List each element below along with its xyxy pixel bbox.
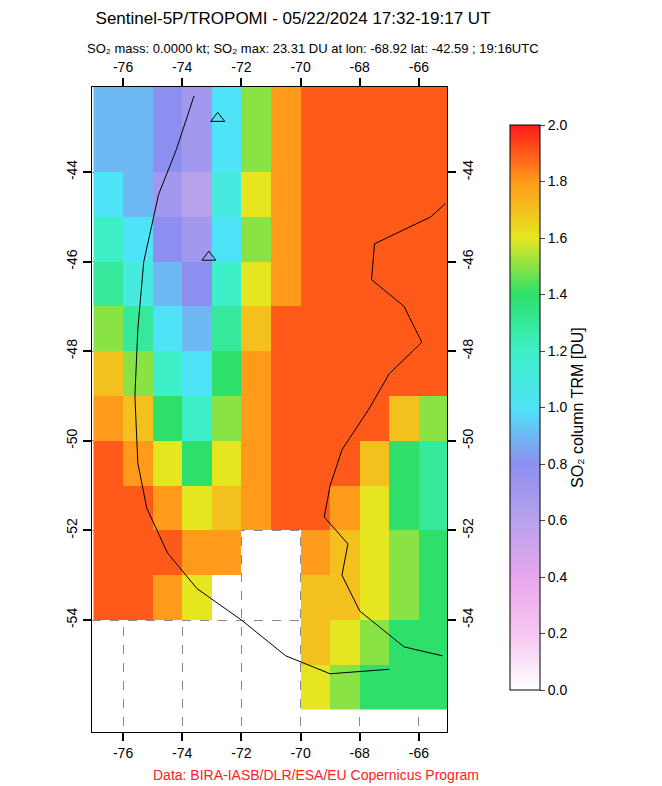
svg-text:-48: -48 (460, 339, 476, 359)
svg-text:-52: -52 (64, 518, 80, 538)
svg-text:1.2: 1.2 (548, 343, 568, 359)
svg-text:1.4: 1.4 (548, 286, 568, 302)
svg-text:-70: -70 (290, 745, 310, 761)
svg-text:2.0: 2.0 (548, 117, 568, 133)
svg-text:-72: -72 (231, 745, 251, 761)
svg-text:0.8: 0.8 (548, 456, 568, 472)
svg-text:SO₂ column TRM [DU]: SO₂ column TRM [DU] (569, 327, 586, 488)
svg-text:1.8: 1.8 (548, 173, 568, 189)
svg-text:-46: -46 (64, 249, 80, 269)
svg-text:-74: -74 (172, 59, 192, 75)
svg-text:SO₂ mass: 0.0000 kt; SO₂ max:: SO₂ mass: 0.0000 kt; SO₂ max: 23.31 DU a… (87, 41, 539, 56)
svg-text:Data: BIRA-IASB/DLR/ESA/EU Cop: Data: BIRA-IASB/DLR/ESA/EU Copernicus Pr… (153, 767, 479, 783)
svg-text:-66: -66 (409, 59, 429, 75)
svg-text:-52: -52 (460, 518, 476, 538)
svg-text:1.0: 1.0 (548, 399, 568, 415)
svg-text:-50: -50 (460, 428, 476, 448)
svg-text:-66: -66 (409, 745, 429, 761)
svg-text:Sentinel-5P/TROPOMI - 05/22/20: Sentinel-5P/TROPOMI - 05/22/2024 17:32-1… (96, 9, 491, 28)
svg-text:0.2: 0.2 (548, 625, 568, 641)
svg-text:-74: -74 (172, 745, 192, 761)
svg-text:-76: -76 (113, 745, 133, 761)
svg-text:-70: -70 (290, 59, 310, 75)
svg-text:0.6: 0.6 (548, 512, 568, 528)
svg-text:-50: -50 (64, 428, 80, 448)
svg-text:-76: -76 (113, 59, 133, 75)
svg-text:-54: -54 (460, 608, 476, 628)
svg-text:0.4: 0.4 (548, 569, 568, 585)
svg-text:0.0: 0.0 (548, 682, 568, 698)
svg-text:-48: -48 (64, 339, 80, 359)
svg-text:-44: -44 (64, 160, 80, 180)
svg-text:-54: -54 (64, 608, 80, 628)
svg-text:-44: -44 (460, 160, 476, 180)
svg-text:-68: -68 (350, 745, 370, 761)
svg-text:-46: -46 (460, 249, 476, 269)
svg-text:1.6: 1.6 (548, 230, 568, 246)
svg-text:-68: -68 (350, 59, 370, 75)
svg-text:-72: -72 (231, 59, 251, 75)
